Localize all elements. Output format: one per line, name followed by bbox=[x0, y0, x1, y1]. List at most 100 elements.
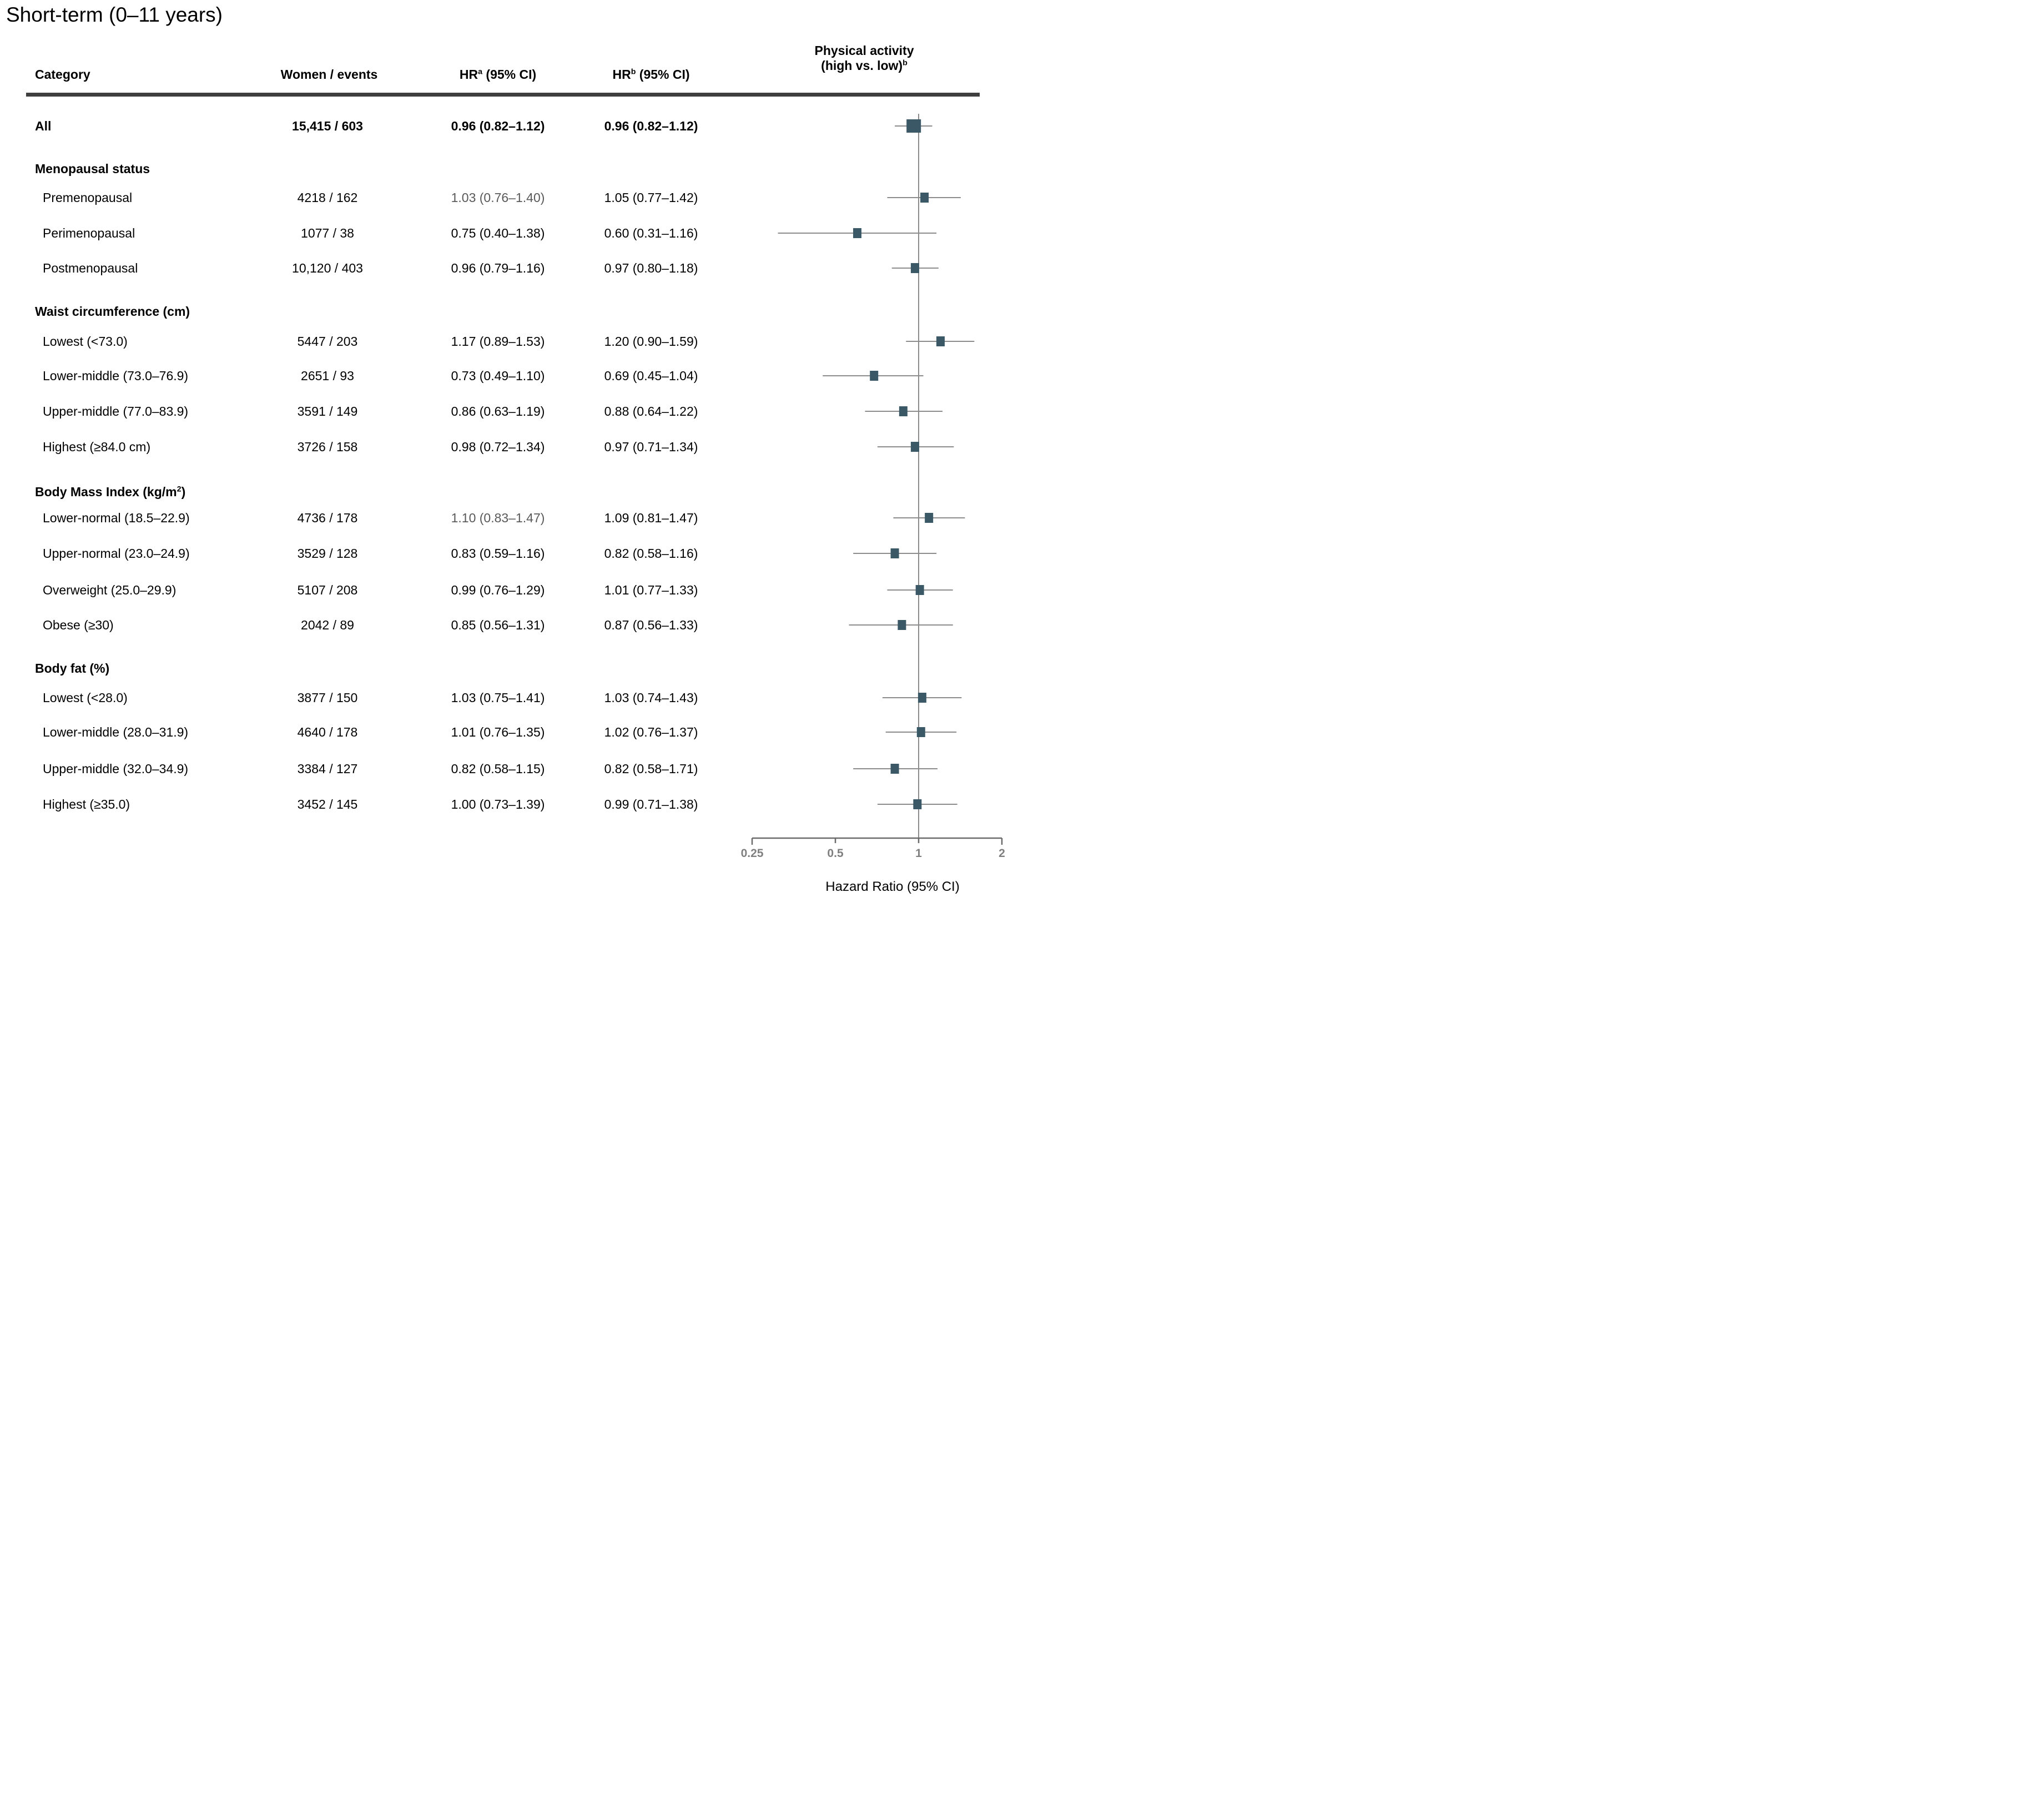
column-header-hr-a: HRa (95% CI) bbox=[460, 67, 536, 82]
hr-a-label: HR bbox=[459, 67, 478, 82]
row-label-part: ) bbox=[181, 485, 186, 499]
hr-marker bbox=[920, 193, 929, 203]
section-row: Body Mass Index (kg/m2) bbox=[0, 483, 1010, 500]
table-row: Lower-normal (18.5–22.9) 4736 / 178 1.10 (… bbox=[0, 510, 1010, 526]
hr-a-value: 1.17 (0.89–1.53) bbox=[451, 334, 545, 349]
hr-a-value: 0.98 (0.72–1.34) bbox=[451, 440, 545, 454]
women-events-value: 15,415 / 603 bbox=[292, 119, 363, 133]
physical-activity-line1: Physical activity bbox=[814, 43, 914, 58]
hr-b-value: 1.01 (0.77–1.33) bbox=[604, 583, 698, 597]
row-label: Body fat (%) bbox=[35, 661, 110, 675]
table-row: Lowest (<73.0) 5447 / 203 1.17 (0.89–1.53)… bbox=[0, 333, 1010, 350]
section-row: Menopausal status bbox=[0, 160, 1010, 177]
hr-b-value: 1.09 (0.81–1.47) bbox=[604, 511, 698, 525]
row-label: Perimenopausal bbox=[43, 226, 135, 240]
table-row: Overweight (25.0–29.9) 5107 / 208 0.99 (0.… bbox=[0, 582, 1010, 598]
hr-b-value: 0.88 (0.64–1.22) bbox=[604, 404, 698, 419]
hr-b-value: 0.82 (0.58–1.16) bbox=[604, 546, 698, 561]
axis-tick-label: 2 bbox=[999, 847, 1005, 860]
women-events-value: 3591 / 149 bbox=[297, 404, 358, 419]
hr-marker bbox=[925, 513, 934, 523]
row-label: Upper-normal (23.0–24.9) bbox=[43, 546, 190, 561]
table-row: All 15,415 / 603 0.96 (0.82–1.12) 0.96 (0.8… bbox=[0, 118, 1010, 134]
column-header-women-events: Women / events bbox=[280, 67, 378, 82]
row-label-superscript: 2 bbox=[177, 485, 182, 494]
hr-b-value: 0.99 (0.71–1.38) bbox=[604, 797, 698, 811]
row-label: Highest (≥35.0) bbox=[43, 797, 130, 811]
axis-tick-label: 0.25 bbox=[740, 847, 764, 860]
hr-marker bbox=[890, 548, 899, 558]
table-row: Lowest (<28.0) 3877 / 150 1.03 (0.75–1.41)… bbox=[0, 689, 1010, 706]
section-row: Waist circumference (cm) bbox=[0, 303, 1010, 320]
hr-b-value: 1.03 (0.74–1.43) bbox=[604, 690, 698, 705]
hr-b-value: 0.97 (0.71–1.34) bbox=[604, 440, 698, 454]
hr-b-label-suffix: (95% CI) bbox=[636, 67, 690, 82]
hr-marker bbox=[913, 799, 922, 809]
table-row: Lower-middle (73.0–76.9) 2651 / 93 0.73 (0… bbox=[0, 367, 1010, 384]
hr-marker bbox=[936, 336, 945, 346]
row-label: Menopausal status bbox=[35, 162, 150, 176]
hr-a-label-suffix: (95% CI) bbox=[482, 67, 537, 82]
axis-caption: Hazard Ratio (95% CI) bbox=[825, 879, 960, 894]
physical-activity-superscript: b bbox=[903, 58, 908, 68]
row-label: Lower-normal (18.5–22.9) bbox=[43, 511, 190, 525]
hr-a-value: 0.99 (0.76–1.29) bbox=[451, 583, 545, 597]
hr-b-value: 0.96 (0.82–1.12) bbox=[604, 119, 698, 133]
women-events-value: 5107 / 208 bbox=[297, 583, 358, 597]
hr-marker bbox=[898, 620, 906, 630]
table-row: Premenopausal 4218 / 162 1.03 (0.76–1.40) 1… bbox=[0, 189, 1010, 206]
row-label: Body Mass Index (kg/m2) bbox=[35, 483, 185, 500]
column-header-physical-activity: Physical activity (high vs. low)b bbox=[815, 43, 914, 73]
row-label: Postmenopausal bbox=[43, 261, 138, 275]
women-events-value: 3384 / 127 bbox=[297, 762, 358, 776]
hr-a-value: 0.82 (0.58–1.15) bbox=[451, 762, 545, 776]
hr-marker bbox=[870, 371, 879, 381]
hr-a-value: 1.00 (0.73–1.39) bbox=[451, 797, 545, 811]
axis-tick-label: 1 bbox=[915, 847, 922, 860]
women-events-value: 3877 / 150 bbox=[297, 690, 358, 705]
hr-marker bbox=[916, 727, 925, 737]
women-events-value: 4218 / 162 bbox=[297, 190, 358, 205]
hr-a-superscript: a bbox=[478, 67, 483, 77]
hr-b-label: HR bbox=[612, 67, 631, 82]
row-label: Obese (≥30) bbox=[43, 618, 114, 632]
row-label: Lower-middle (28.0–31.9) bbox=[43, 725, 189, 739]
hr-a-value: 1.03 (0.75–1.41) bbox=[451, 690, 545, 705]
hr-marker bbox=[899, 406, 908, 416]
hr-a-value: 1.01 (0.76–1.35) bbox=[451, 725, 545, 739]
women-events-value: 3726 / 158 bbox=[297, 440, 358, 454]
hr-a-value: 0.83 (0.59–1.16) bbox=[451, 546, 545, 561]
forest-plot-canvas bbox=[751, 114, 1003, 845]
row-label: Highest (≥84.0 cm) bbox=[43, 440, 151, 454]
hr-a-value: 0.73 (0.49–1.10) bbox=[451, 369, 545, 383]
hr-b-value: 0.97 (0.80–1.18) bbox=[604, 261, 698, 275]
table-row: Lower-middle (28.0–31.9) 4640 / 178 1.01 (… bbox=[0, 724, 1010, 740]
row-label: Lowest (<28.0) bbox=[43, 690, 128, 705]
row-label: Waist circumference (cm) bbox=[35, 304, 190, 319]
women-events-value: 3529 / 128 bbox=[297, 546, 358, 561]
physical-activity-line2-text: (high vs. low) bbox=[821, 58, 903, 73]
women-events-value: 2042 / 89 bbox=[301, 618, 354, 632]
women-events-value: 1077 / 38 bbox=[301, 226, 354, 240]
forest-plot-figure: Short-term (0–11 years) Category Women /… bbox=[0, 0, 1010, 910]
table-row: Upper-middle (32.0–34.9) 3384 / 127 0.82 (… bbox=[0, 760, 1010, 777]
row-label: All bbox=[35, 119, 52, 133]
women-events-value: 3452 / 145 bbox=[297, 797, 358, 811]
hr-a-value: 0.75 (0.40–1.38) bbox=[451, 226, 545, 240]
table-row: Highest (≥84.0 cm) 3726 / 158 0.98 (0.72–1… bbox=[0, 438, 1010, 455]
hr-marker bbox=[853, 228, 861, 238]
hr-marker bbox=[910, 442, 919, 452]
section-row: Body fat (%) bbox=[0, 660, 1010, 677]
hr-b-superscript: b bbox=[631, 67, 636, 77]
column-header-hr-b: HRb (95% CI) bbox=[612, 67, 689, 82]
row-label-part: Body Mass Index (kg/m bbox=[35, 485, 177, 499]
table-row: Postmenopausal 10,120 / 403 0.96 (0.79–1.1… bbox=[0, 260, 1010, 276]
figure-title: Short-term (0–11 years) bbox=[6, 3, 223, 26]
hr-b-value: 0.69 (0.45–1.04) bbox=[604, 369, 698, 383]
hr-b-value: 1.20 (0.90–1.59) bbox=[604, 334, 698, 349]
row-label: Upper-middle (77.0–83.9) bbox=[43, 404, 189, 419]
table-row: Upper-middle (77.0–83.9) 3591 / 149 0.86 (… bbox=[0, 403, 1010, 420]
row-label: Lowest (<73.0) bbox=[43, 334, 128, 349]
women-events-value: 4640 / 178 bbox=[297, 725, 358, 739]
women-events-value: 10,120 / 403 bbox=[292, 261, 363, 275]
